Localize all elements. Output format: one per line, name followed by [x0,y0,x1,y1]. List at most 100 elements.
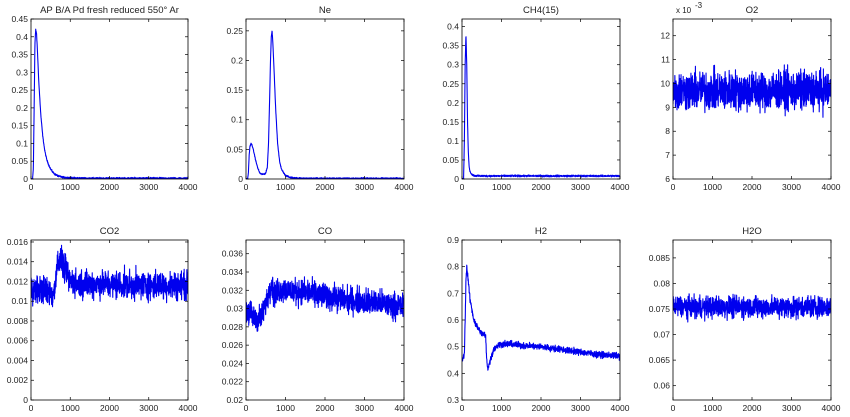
y-tick-label: 0.3 [447,395,459,405]
data-series-line [673,64,831,118]
x-tick-label: 2000 [743,403,762,413]
y-tick-label: 0.7 [447,288,459,298]
x-tick-label: 0 [671,403,676,413]
x-tick-label: 4000 [822,182,841,192]
y-tick-label: 0.065 [649,355,671,365]
axes-frame [461,18,621,180]
x-tick-label: 2000 [532,403,551,413]
y-tick-label: 8 [665,126,670,136]
x-tick-label: 4000 [179,182,198,192]
y-tick-label: 0.25 [442,79,459,89]
x-tick-label: 2000 [743,182,762,192]
panel-title: O2 [746,5,759,16]
y-tick-label: 0.06 [653,381,670,391]
y-tick-label: 0.05 [11,156,28,166]
y-tick-label: 0.004 [7,355,29,365]
y-tick-label: 0.002 [7,375,29,385]
subplot-2: Ne 0 1000 2000 3000 4000 0 0.05 0.1 0.15 0.2 0.25 [226,5,413,192]
y-tick-label: 11 [661,55,670,65]
y-tick-label: 0.3 [447,60,459,70]
y-tick-label: 0.25 [11,85,28,95]
x-tick-label: 3000 [355,403,374,413]
x-tick-label: 1000 [703,182,722,192]
y-tick-label: 0.2 [231,55,243,65]
data-series-line [462,264,620,371]
x-tick-label: 2000 [100,182,119,192]
y-tick-label: 0.01 [11,296,28,306]
y-tick-label: 0 [454,174,459,184]
y-tick-label: 0.022 [222,377,244,387]
x-tick-label: 2000 [532,182,551,192]
y-tick-label: 0.1 [231,115,243,125]
axis-exponent-label: x 10 [676,6,692,15]
y-tick-label: 0.032 [222,285,244,295]
axes-frame [672,239,832,401]
x-tick-label: 1000 [61,182,80,192]
panel-title: Ne [319,5,331,16]
subplot-1: AP B/A Pd fresh reduced 550° Ar 0 1000 2000… [11,5,197,192]
y-tick-label: 0.25 [226,26,243,36]
y-tick-label: 0.5 [447,342,459,352]
subplot-5: CO2 0 1000 2000 3000 4000 0 0.002 0.004 0.006 0.00… [7,226,198,413]
x-tick-label: 4000 [611,182,630,192]
subplot-8: H2O 0 1000 2000 3000 4000 0.06 0.065 0.07 0.075 0.… [649,226,841,413]
y-tick-label: 0.036 [222,249,244,259]
panel-title: CO2 [100,226,120,237]
x-tick-label: 2000 [316,182,335,192]
x-tick-label: 1000 [276,182,295,192]
x-tick-label: 0 [244,403,249,413]
y-tick-label: 0.6 [447,315,459,325]
y-tick-label: 0 [23,395,28,405]
x-tick-label: 1000 [61,403,80,413]
y-tick-label: 10 [661,78,671,88]
x-tick-label: 2000 [100,403,119,413]
data-series-line [462,36,620,179]
axes-frame [30,18,189,180]
x-tick-label: 4000 [395,182,414,192]
x-tick-label: 4000 [822,403,841,413]
x-tick-label: 0 [671,182,676,192]
subplot-3: CH4(15) 0 1000 2000 3000 4000 0 0.05 0.1 0.15 0.2 0… [442,5,629,192]
y-tick-label: 0.075 [649,304,671,314]
x-tick-label: 3000 [139,403,158,413]
y-tick-label: 0.012 [7,276,29,286]
y-tick-label: 0.8 [447,262,459,272]
panel-title: CO [318,226,332,237]
axes-frame [245,239,405,401]
x-tick-label: 3000 [571,403,590,413]
y-tick-label: 0.35 [442,41,459,51]
y-tick-label: 0.4 [447,22,459,32]
y-tick-label: 0.014 [7,257,29,267]
x-tick-label: 3000 [782,182,801,192]
data-series-line [673,293,831,323]
y-tick-label: 0.45 [11,14,28,24]
x-tick-label: 0 [244,182,249,192]
x-tick-label: 0 [29,182,34,192]
y-tick-label: 9 [665,102,670,112]
y-tick-label: 0.15 [442,117,459,127]
y-tick-label: 0.016 [7,237,29,247]
data-series-line [246,30,404,179]
y-tick-label: 0.2 [16,103,28,113]
y-tick-label: 0 [238,174,243,184]
subplot-7: H2 0 1000 2000 3000 4000 0.3 0.4 0.5 0.6 0.7 0.8 0.9 [447,226,630,413]
y-tick-label: 0.4 [447,368,459,378]
subplot-6: CO 0 1000 2000 3000 4000 0.02 0.022 0.024 0.026 0.… [222,226,414,413]
x-tick-label: 3000 [139,182,158,192]
x-tick-label: 1000 [276,403,295,413]
x-tick-label: 2000 [316,403,335,413]
x-tick-label: 0 [460,182,465,192]
x-tick-label: 1000 [703,403,722,413]
data-series-line [31,244,188,308]
axes-frame [30,239,189,401]
y-tick-label: 0.15 [11,121,28,131]
y-tick-label: 0.1 [16,138,28,148]
panel-title: AP B/A Pd fresh reduced 550° Ar [40,5,179,16]
y-tick-label: 0.35 [11,50,28,60]
y-tick-label: 0.4 [16,32,28,42]
data-series-line [246,276,404,332]
y-tick-label: 0.03 [226,304,243,314]
axes-frame [461,239,621,401]
y-tick-label: 0.05 [442,155,459,165]
